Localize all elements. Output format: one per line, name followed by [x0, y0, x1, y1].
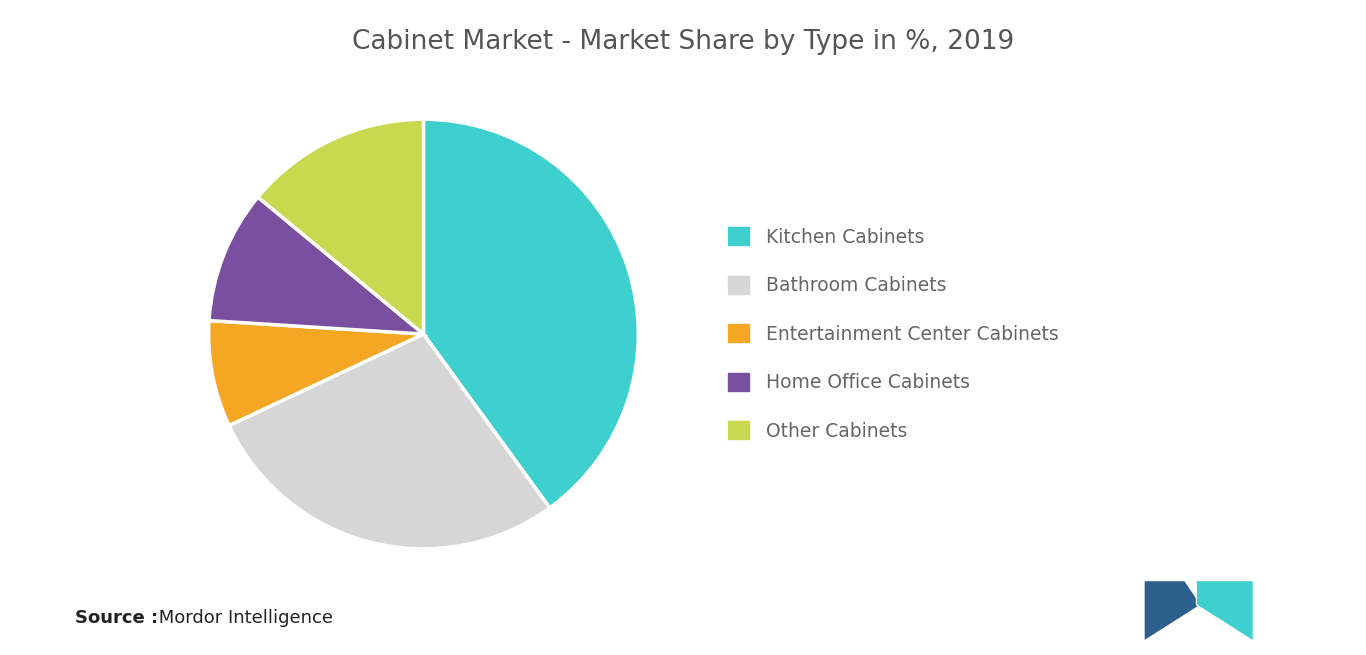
Text: Mordor Intelligence: Mordor Intelligence	[153, 610, 333, 627]
Legend: Kitchen Cabinets, Bathroom Cabinets, Entertainment Center Cabinets, Home Office : Kitchen Cabinets, Bathroom Cabinets, Ent…	[728, 227, 1059, 441]
Polygon shape	[1145, 580, 1201, 641]
Wedge shape	[423, 119, 638, 508]
Wedge shape	[209, 197, 423, 334]
Wedge shape	[209, 320, 423, 426]
Wedge shape	[229, 334, 549, 549]
Text: Cabinet Market - Market Share by Type in %, 2019: Cabinet Market - Market Share by Type in…	[352, 29, 1014, 56]
Wedge shape	[258, 119, 423, 334]
Polygon shape	[1197, 580, 1253, 641]
Text: Source :: Source :	[75, 610, 158, 627]
